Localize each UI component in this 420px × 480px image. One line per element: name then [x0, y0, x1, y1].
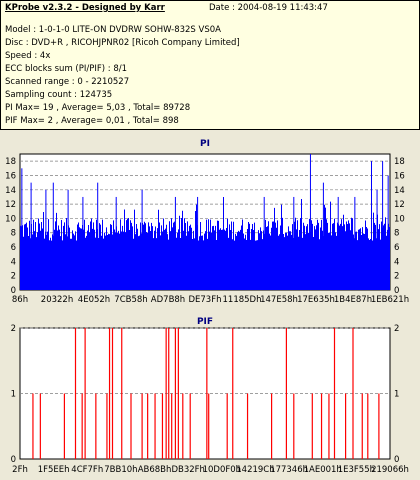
x-tick-label: 1EB621h [371, 295, 409, 305]
app-title: KProbe v2.3.2 - Designed by Karr [5, 3, 165, 13]
y-tick-label-right: 14 [394, 186, 405, 196]
x-tick-label: 177346h [270, 465, 308, 475]
pi-chart: PI 0 0 2 2 4 4 6 6 8 8 10 10 12 12 14 14 16 16 18 18 86h 20322… [5, 139, 409, 305]
y-tick-label-left: 2 [11, 272, 16, 282]
y-tick-label-right: 0 [394, 286, 399, 296]
x-tick-label: 20322h [41, 295, 73, 305]
y-tick-label-left: 6 [11, 243, 16, 253]
y-tick-label-left: 1 [11, 390, 16, 400]
y-tick-label-right: 0 [394, 455, 399, 465]
model-line: Model : 1-0-1-0 LITE-ON DVDRW SOHW-832S … [5, 25, 221, 35]
info-header: KProbe v2.3.2 - Designed by Karr Date : … [0, 0, 420, 130]
y-tick-label-right: 8 [394, 229, 399, 239]
x-tick-label: 1B4E87h [334, 295, 372, 305]
x-tick-label: 14219Ch [236, 465, 274, 475]
x-tick-label: 7CB58h [114, 295, 147, 305]
y-tick-label-left: 4 [11, 257, 16, 267]
y-tick-label-left: 2 [11, 324, 16, 334]
scan-date: Date : 2004-08-19 11:43:47 [209, 3, 328, 13]
pi-summary-line: PI Max= 19 , Average= 5,03 , Total= 8972… [5, 103, 191, 113]
x-tick-label: 4CF7Fh [71, 465, 103, 475]
pif-chart: PIF 0 0 1 1 2 2 2Fh 1F5EEh 4CF7Fh 7BB10h AB68Bh DB32… [11, 317, 409, 475]
y-tick-label-left: 18 [5, 157, 16, 167]
x-tick-label: 1F5EEh [38, 465, 70, 475]
x-tick-label: 17E635h [297, 295, 335, 305]
x-tick-label: AD7B8h [151, 295, 185, 305]
x-tick-label: 147E58h [260, 295, 298, 305]
y-tick-label-right: 2 [394, 272, 399, 282]
x-tick-label: 219066h [371, 465, 409, 475]
x-tick-label: AB68Bh [138, 465, 172, 475]
x-tick-label: 4E052h [78, 295, 110, 305]
y-tick-label-right: 4 [394, 257, 399, 267]
y-tick-label-left: 16 [5, 171, 16, 181]
x-tick-label: 2Fh [12, 465, 28, 475]
y-tick-label-left: 10 [5, 214, 16, 224]
x-tick-label: 11185Dh [223, 295, 262, 305]
y-tick-label-left: 0 [11, 286, 16, 296]
range-line: Scanned range : 0 - 2210527 [5, 77, 130, 87]
y-tick-label-right: 1 [394, 390, 399, 400]
x-tick-label: 10D0F0h [203, 465, 241, 475]
y-tick-label-left: 8 [11, 229, 16, 239]
speed-line: Speed : 4x [5, 51, 51, 61]
y-tick-label-right: 2 [394, 324, 399, 334]
y-tick-label-right: 6 [394, 243, 399, 253]
x-tick-label: DB32Fh [171, 465, 204, 475]
y-tick-label-right: 12 [394, 200, 405, 210]
x-tick-label: 1AE001h [304, 465, 342, 475]
pi-chart-panel: PI 0 0 2 2 4 4 6 6 8 8 10 10 12 12 14 14 16 16 18 18 86h 20322… [0, 132, 420, 317]
x-tick-label: 86h [12, 295, 28, 305]
pif-summary-line: PIF Max= 2 , Average= 0,01 , Total= 898 [5, 116, 179, 126]
y-tick-label-right: 16 [394, 171, 405, 181]
chart-title: PIF [197, 317, 213, 327]
y-tick-label-left: 0 [11, 455, 16, 465]
y-tick-label-right: 18 [394, 157, 405, 167]
ecc-line: ECC blocks sum (PI/PIF) : 8/1 [5, 64, 128, 74]
disc-line: Disc : DVD+R , RICOHJPNR02 [Ricoh Compan… [5, 38, 240, 48]
y-tick-label-right: 10 [394, 214, 405, 224]
chart-title: PI [200, 139, 210, 149]
y-tick-label-left: 14 [5, 186, 16, 196]
y-tick-label-left: 12 [5, 200, 16, 210]
x-tick-label: 7BB10h [104, 465, 137, 475]
sampling-line: Sampling count : 124735 [5, 90, 113, 100]
pif-chart-panel: PIF 0 0 1 1 2 2 2Fh 1F5EEh 4CF7Fh 7BB10h AB68Bh DB32… [0, 310, 420, 480]
series-bars [20, 154, 390, 290]
x-tick-label: DE73Fh [188, 295, 221, 305]
series-bars [32, 328, 380, 459]
x-tick-label: 1E3F55h [338, 465, 375, 475]
